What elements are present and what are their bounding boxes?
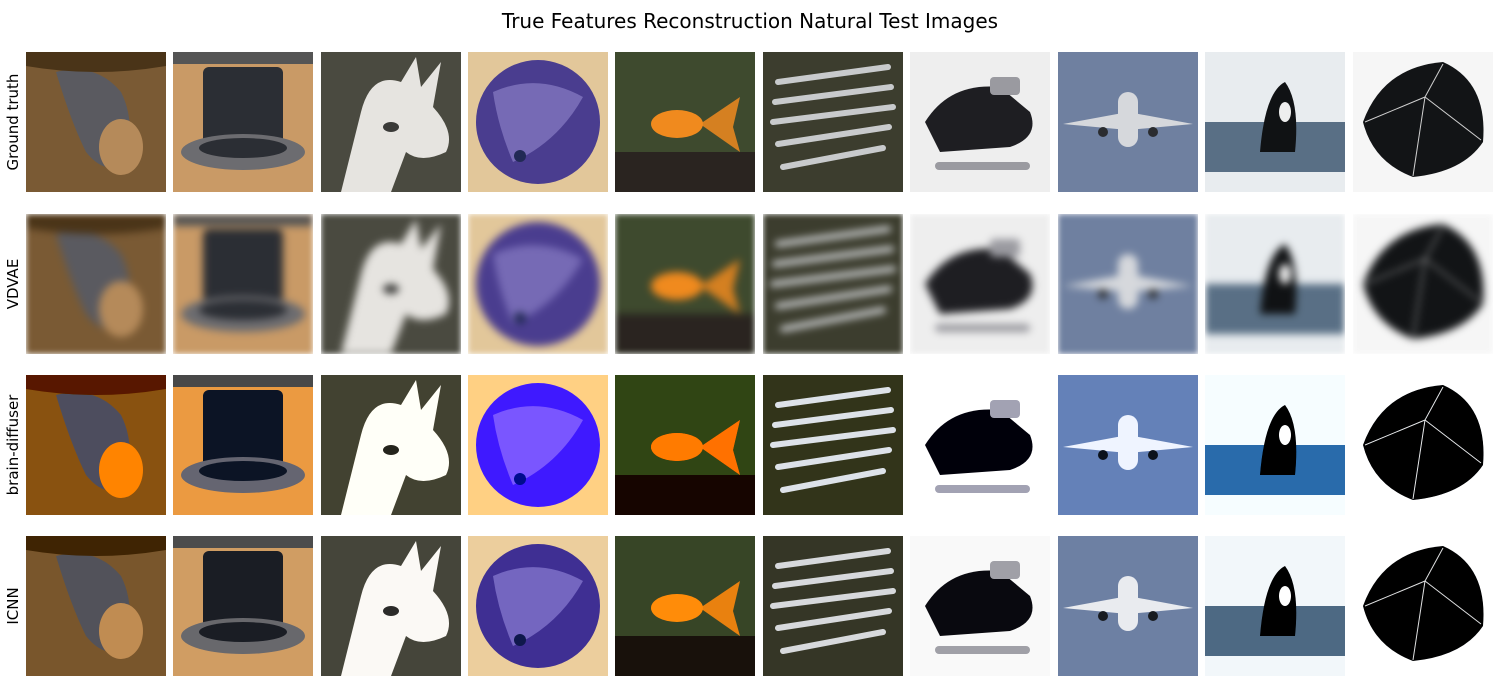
image-tile-umbrella	[1353, 375, 1493, 515]
image-tile-top-hat	[173, 536, 313, 676]
image-tile-llama	[321, 52, 461, 192]
image-tile-llama	[321, 536, 461, 676]
top-hat-image	[173, 214, 313, 354]
image-tile-knives	[763, 52, 903, 192]
top-hat-image	[173, 536, 313, 676]
knives-image	[763, 375, 903, 515]
image-tile-bat	[26, 52, 166, 192]
bat-image	[26, 536, 166, 676]
knives-image	[763, 536, 903, 676]
row-label: VDVAE	[0, 214, 26, 354]
llama-image	[321, 52, 461, 192]
goldfish-image	[615, 375, 755, 515]
orca-image	[1205, 214, 1345, 354]
image-tile-umbrella	[1353, 536, 1493, 676]
row-label: ICNN	[0, 536, 26, 676]
image-tile-umbrella	[1353, 214, 1493, 354]
bowling-ball-image	[468, 536, 608, 676]
image-tile-orca	[1205, 214, 1345, 354]
image-tile-top-hat	[173, 52, 313, 192]
image-tile-snowmobile	[910, 375, 1050, 515]
airplane-image	[1058, 536, 1198, 676]
bat-image	[26, 214, 166, 354]
image-tile-snowmobile	[910, 52, 1050, 192]
figure-title: True Features Reconstruction Natural Tes…	[501, 9, 999, 33]
image-tile-bat	[26, 536, 166, 676]
goldfish-image	[615, 52, 755, 192]
image-tile-goldfish	[615, 52, 755, 192]
airplane-image	[1058, 375, 1198, 515]
image-tile-orca	[1205, 375, 1345, 515]
image-tile-bat	[26, 375, 166, 515]
row-label-text: ICNN	[4, 587, 22, 625]
row-label: Ground truth	[0, 52, 26, 192]
bowling-ball-image	[468, 375, 608, 515]
row-label-text: Ground truth	[4, 73, 22, 171]
snowmobile-image	[910, 536, 1050, 676]
bat-image	[26, 375, 166, 515]
bat-image	[26, 52, 166, 192]
image-tile-goldfish	[615, 536, 755, 676]
row-label-text: VDVAE	[4, 258, 22, 310]
goldfish-image	[615, 214, 755, 354]
image-tile-airplane	[1058, 375, 1198, 515]
image-tile-top-hat	[173, 214, 313, 354]
row-label: brain-diffuser	[0, 375, 26, 515]
image-tile-knives	[763, 214, 903, 354]
image-tile-bowling-ball	[468, 536, 608, 676]
snowmobile-image	[910, 214, 1050, 354]
llama-image	[321, 536, 461, 676]
llama-image	[321, 375, 461, 515]
image-tile-airplane	[1058, 536, 1198, 676]
image-tile-snowmobile	[910, 214, 1050, 354]
image-tile-top-hat	[173, 375, 313, 515]
umbrella-image	[1353, 52, 1493, 192]
image-tile-bat	[26, 214, 166, 354]
umbrella-image	[1353, 375, 1493, 515]
image-tile-llama	[321, 375, 461, 515]
orca-image	[1205, 52, 1345, 192]
airplane-image	[1058, 52, 1198, 192]
llama-image	[321, 214, 461, 354]
image-tile-airplane	[1058, 214, 1198, 354]
image-tile-orca	[1205, 536, 1345, 676]
image-tile-orca	[1205, 52, 1345, 192]
knives-image	[763, 214, 903, 354]
umbrella-image	[1353, 214, 1493, 354]
knives-image	[763, 52, 903, 192]
orca-image	[1205, 375, 1345, 515]
image-tile-knives	[763, 536, 903, 676]
image-tile-llama	[321, 214, 461, 354]
snowmobile-image	[910, 52, 1050, 192]
bowling-ball-image	[468, 214, 608, 354]
image-tile-bowling-ball	[468, 52, 608, 192]
image-tile-bowling-ball	[468, 214, 608, 354]
airplane-image	[1058, 214, 1198, 354]
umbrella-image	[1353, 536, 1493, 676]
image-tile-bowling-ball	[468, 375, 608, 515]
orca-image	[1205, 536, 1345, 676]
snowmobile-image	[910, 375, 1050, 515]
image-tile-umbrella	[1353, 52, 1493, 192]
image-tile-goldfish	[615, 214, 755, 354]
row-label-text: brain-diffuser	[4, 394, 22, 496]
image-tile-airplane	[1058, 52, 1198, 192]
image-tile-goldfish	[615, 375, 755, 515]
goldfish-image	[615, 536, 755, 676]
top-hat-image	[173, 52, 313, 192]
top-hat-image	[173, 375, 313, 515]
bowling-ball-image	[468, 52, 608, 192]
image-tile-snowmobile	[910, 536, 1050, 676]
image-tile-knives	[763, 375, 903, 515]
